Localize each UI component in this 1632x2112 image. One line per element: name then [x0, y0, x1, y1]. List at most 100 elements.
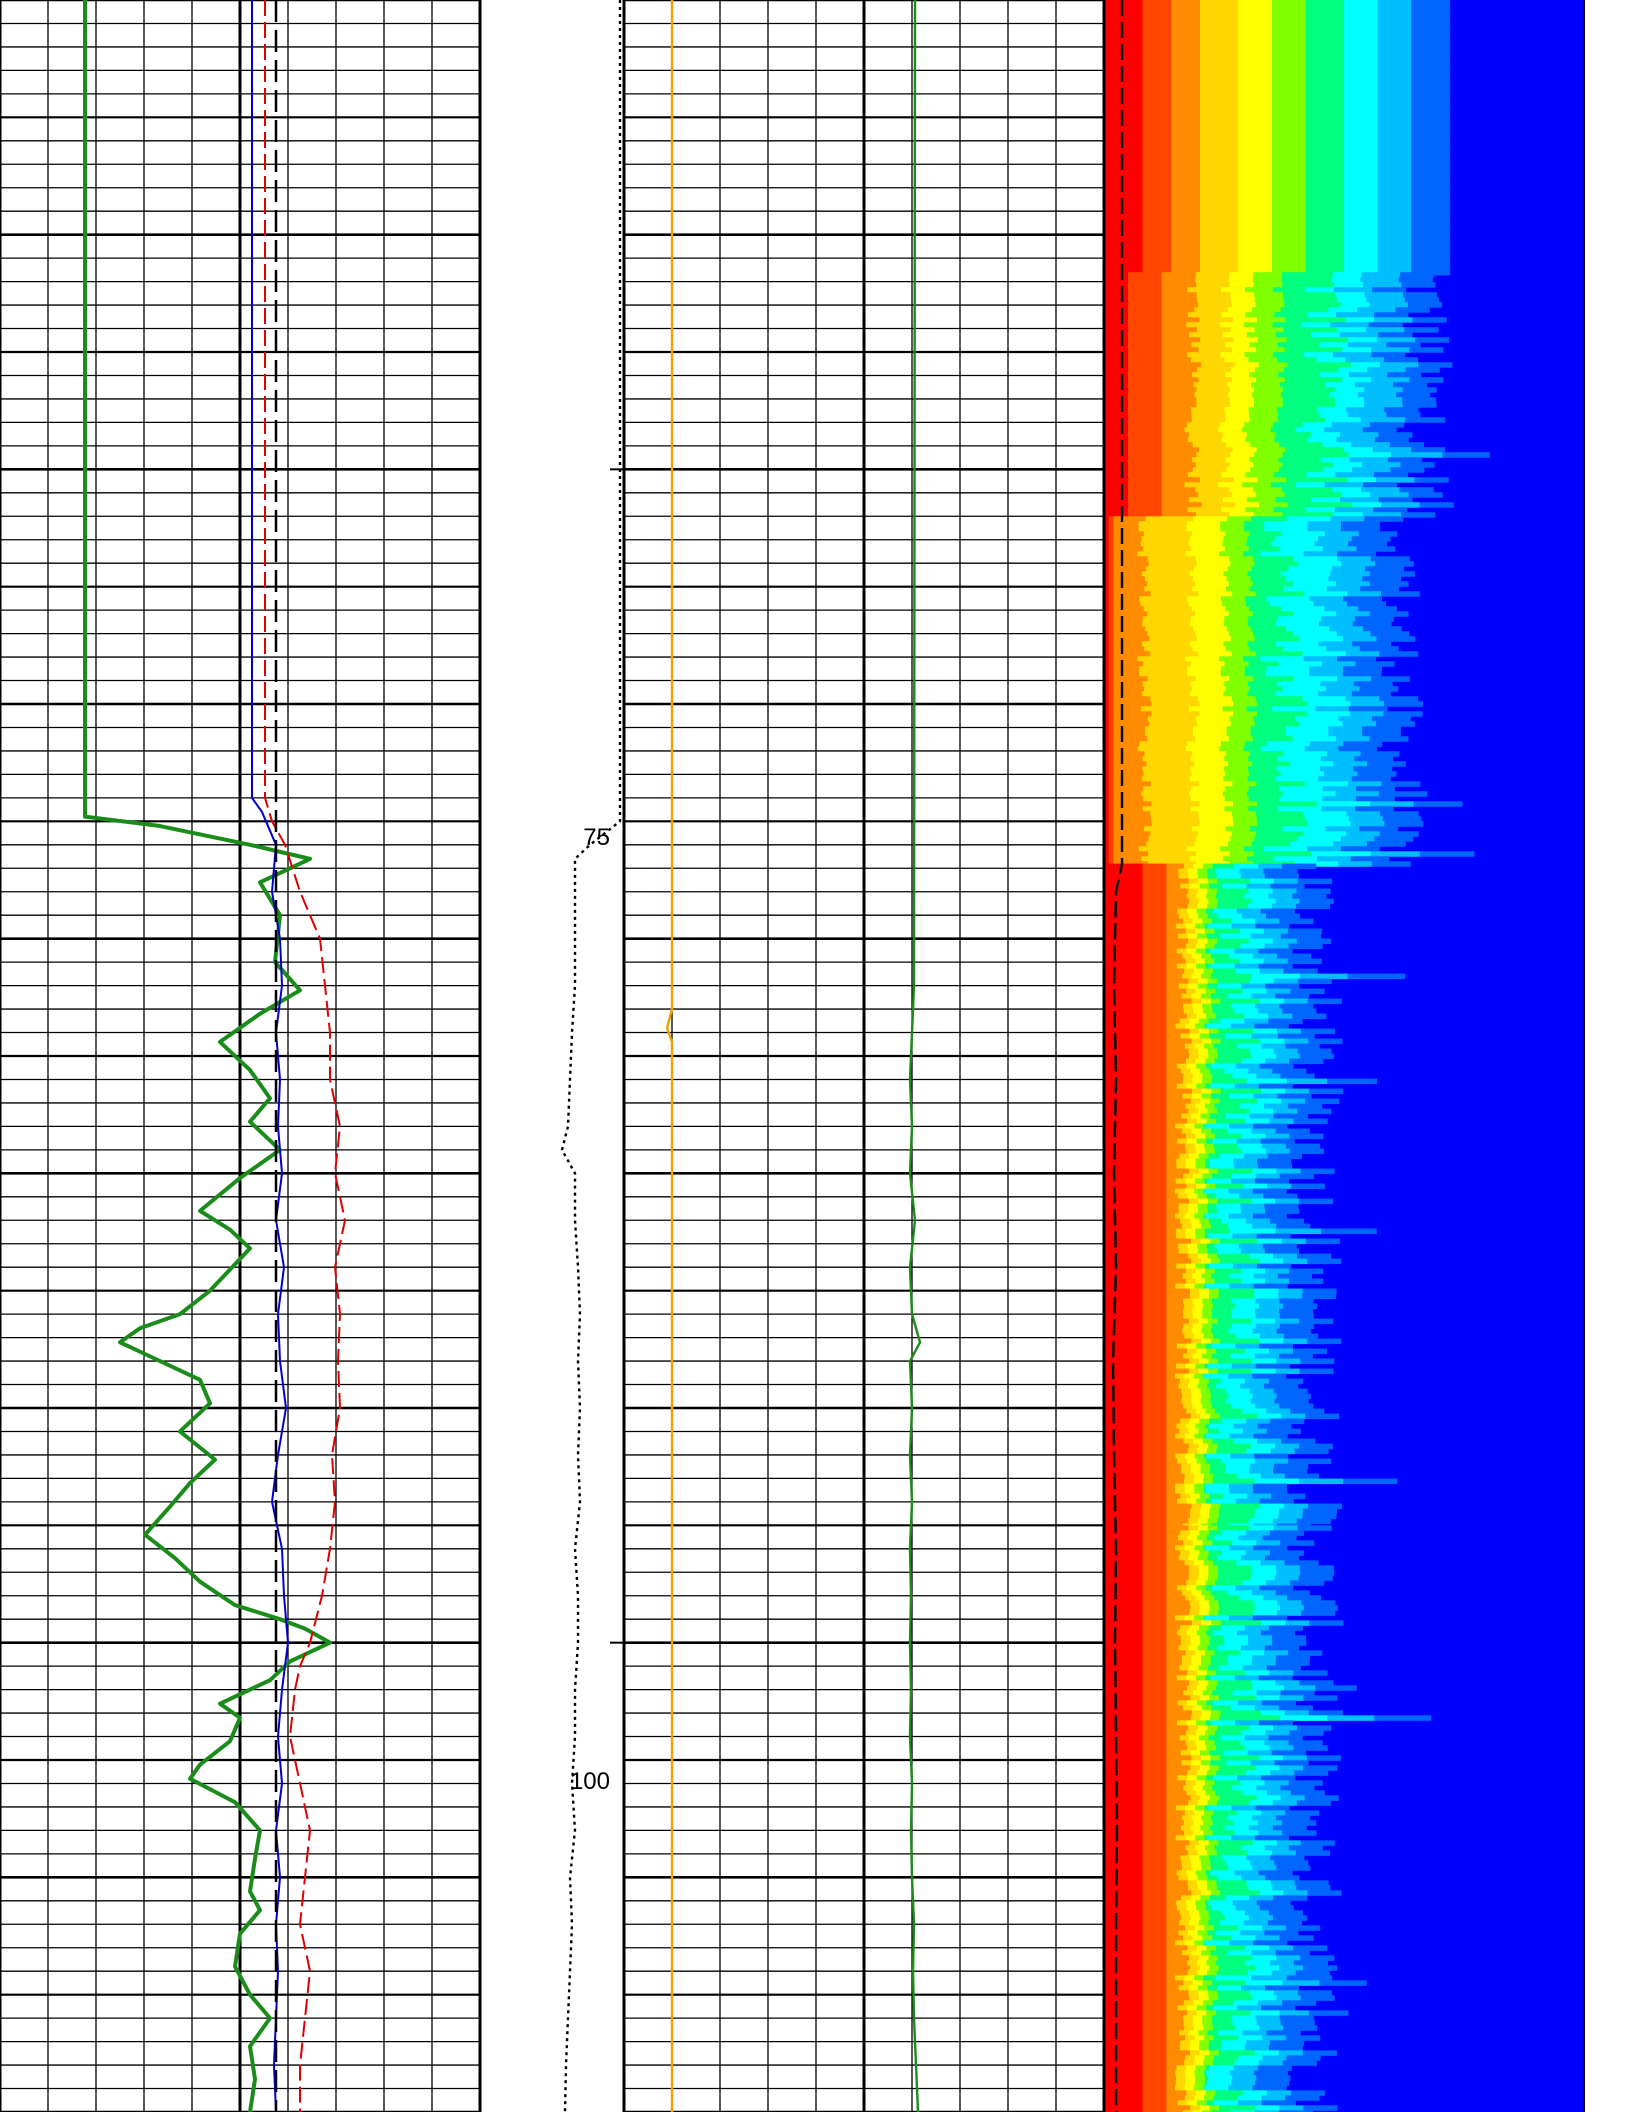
heatmap-cell: [1205, 1488, 1230, 1495]
heatmap-cell: [1142, 220, 1172, 226]
heatmap-cell: [1377, 265, 1412, 271]
heatmap-cell: [1171, 225, 1201, 231]
heatmap-cell: [1402, 402, 1437, 408]
heatmap-cell: [1327, 1715, 1375, 1721]
heatmap-cell: [1142, 913, 1167, 920]
heatmap-cell: [1341, 492, 1371, 498]
heatmap-cell: [1166, 1398, 1183, 1405]
heatmap-cell: [1142, 240, 1172, 246]
heatmap-cell: [1306, 472, 1336, 478]
heatmap-cell: [1192, 1403, 1203, 1410]
heatmap-cell: [1257, 1423, 1292, 1430]
heatmap-cell: [1108, 526, 1115, 532]
heatmap-cell: [1249, 878, 1275, 885]
heatmap-cell: [1188, 541, 1223, 547]
heatmap-cell: [1161, 412, 1193, 418]
track-left-grid: [0, 0, 482, 2112]
heatmap-cell: [1104, 1178, 1143, 1185]
heatmap-cell: [1221, 1218, 1247, 1225]
heatmap-cell: [1354, 616, 1394, 622]
heatmap-cell: [1264, 873, 1299, 880]
heatmap-cell: [1282, 1008, 1317, 1015]
heatmap-cell: [1190, 407, 1226, 413]
heatmap-cell: [1202, 1540, 1213, 1546]
heatmap-cell: [1234, 2060, 1260, 2066]
heatmap-cell: [1142, 1213, 1167, 1220]
heatmap-cell: [1223, 856, 1248, 862]
heatmap-cell: [1142, 0, 1172, 6]
heatmap-cell: [1171, 205, 1201, 211]
heatmap-cell: [1186, 1675, 1197, 1681]
heatmap-cell: [1104, 536, 1110, 542]
heatmap-cell: [1104, 1825, 1143, 1831]
heatmap-cell: [1104, 801, 1110, 807]
heatmap-cell: [1323, 467, 1353, 473]
heatmap-cell: [1287, 502, 1353, 508]
heatmap-cell: [1192, 467, 1227, 473]
heatmap-cell: [1217, 1565, 1253, 1571]
heatmap-cell: [1142, 1418, 1167, 1425]
heatmap-cell: [1272, 195, 1307, 201]
heatmap-cell: [1226, 442, 1251, 448]
heatmap-cell: [1104, 526, 1110, 532]
heatmap-cell: [1205, 1870, 1211, 1876]
heatmap-cell: [1305, 816, 1350, 822]
heatmap-cell: [1224, 546, 1250, 552]
heatmap-cell: [1213, 2005, 1238, 2011]
heatmap-cell: [1202, 2110, 1213, 2112]
heatmap-cell: [1381, 502, 1421, 508]
heatmap-cell: [1238, 10, 1273, 16]
heatmap-cell: [1299, 721, 1344, 727]
heatmap-cell: [1218, 1028, 1254, 1035]
heatmap-cell: [1344, 135, 1379, 141]
heatmap-cell: [1232, 1540, 1257, 1546]
heatmap-cell: [1142, 180, 1172, 186]
heatmap-cell: [1104, 918, 1143, 925]
heatmap-cell: [1187, 1770, 1198, 1776]
heatmap-cell: [1228, 736, 1254, 742]
heatmap-cell: [1279, 1695, 1304, 1701]
heatmap-cell: [1249, 412, 1279, 418]
heatmap-cell: [1202, 2020, 1213, 2026]
heatmap-cell: [1104, 1343, 1143, 1350]
heatmap-cell: [1200, 210, 1239, 216]
heatmap-cell: [1161, 442, 1194, 448]
heatmap-cell: [1195, 462, 1230, 468]
heatmap-cell: [1108, 651, 1115, 657]
heatmap-cell: [1377, 115, 1412, 121]
heatmap-cell: [1104, 591, 1110, 597]
heatmap-cell: [1231, 1363, 1257, 1370]
heatmap-cell: [1166, 1063, 1178, 1070]
heatmap-cell: [1196, 1118, 1207, 1125]
heatmap-cell: [1205, 1083, 1212, 1090]
heatmap-cell: [1414, 477, 1449, 483]
heatmap-cell: [1142, 1765, 1167, 1771]
heatmap-cell: [1344, 15, 1379, 21]
heatmap-cell: [1344, 115, 1379, 121]
heatmap-cell: [1238, 55, 1273, 61]
heatmap-cell: [1255, 1403, 1280, 1410]
heatmap-cell: [1279, 918, 1314, 925]
heatmap-cell: [1195, 1675, 1207, 1681]
heatmap-cell: [1262, 2035, 1287, 2041]
heatmap-cell: [1104, 1088, 1143, 1095]
heatmap-cell: [1142, 863, 1167, 870]
heatmap-cell: [1188, 1383, 1199, 1390]
heatmap-cell: [1188, 1248, 1199, 1255]
heatmap-cell: [1142, 1148, 1167, 1155]
heatmap-cell: [1208, 1995, 1219, 2001]
heatmap-cell: [1257, 1263, 1292, 1270]
heatmap-cell: [1193, 1303, 1204, 1310]
heatmap-cell: [1104, 1208, 1143, 1215]
heatmap-cell: [1231, 923, 1256, 930]
heatmap-cell: [1196, 1063, 1207, 1070]
heatmap-cell: [1249, 1525, 1275, 1531]
heatmap-cell: [1266, 1580, 1291, 1586]
heatmap-cell: [1192, 1308, 1203, 1315]
heatmap-cell: [1260, 1503, 1285, 1510]
heatmap-cell: [1183, 1438, 1194, 1445]
heatmap-cell: [1238, 60, 1273, 66]
heatmap-cell: [1214, 958, 1241, 965]
heatmap-cell: [1186, 322, 1221, 328]
heatmap-cell: [1166, 1183, 1187, 1190]
